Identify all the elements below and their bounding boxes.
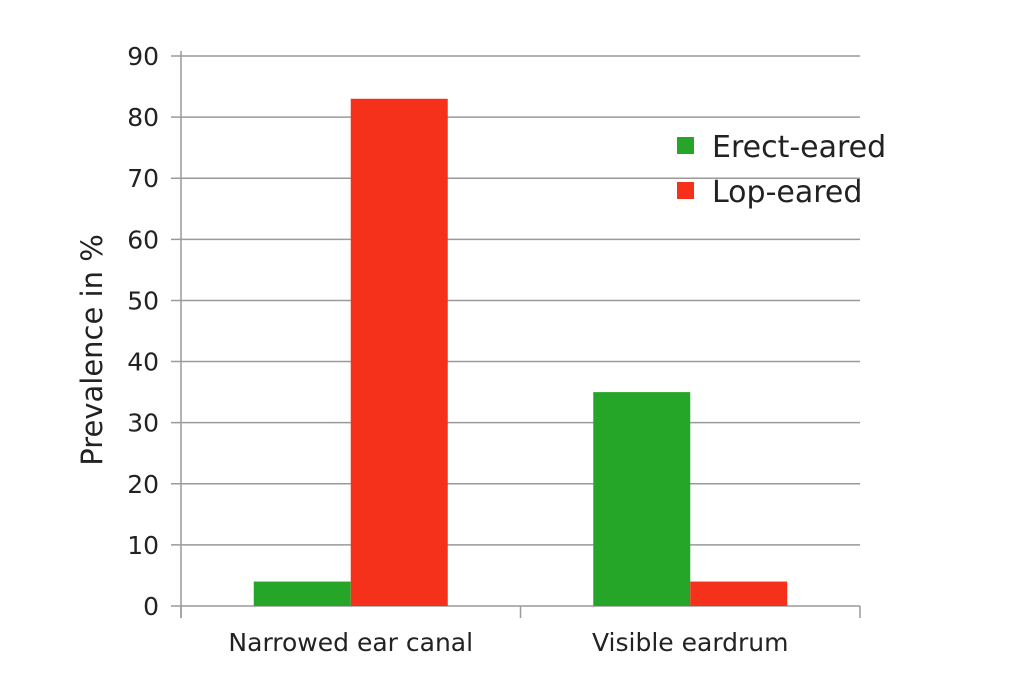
x-tick-labels: Narrowed ear canal Visible eardrum: [228, 628, 788, 657]
bar-lop-eared-1: [690, 581, 788, 606]
legend-swatch: [677, 137, 694, 154]
y-axis-label: Prevalence in %: [75, 234, 109, 466]
bar-lop-eared-0: [350, 98, 448, 607]
y-tick-label: 20: [127, 470, 159, 499]
x-tick-label: Visible eardrum: [592, 628, 789, 657]
y-tick-label: 70: [127, 164, 159, 193]
bars: [253, 98, 788, 607]
legend-label: Lop-eared: [712, 175, 862, 210]
gridlines: [171, 55, 860, 607]
y-tick-label: 80: [127, 103, 159, 132]
bar-erect-eared-1: [593, 392, 691, 606]
y-tick-label: 30: [127, 409, 159, 438]
y-tick-label: 50: [127, 286, 159, 315]
y-tick-label: 40: [127, 348, 159, 377]
y-tick-label: 90: [127, 42, 159, 71]
y-tick-label: 10: [127, 531, 159, 560]
y-tick-labels: 0 10 20 30 40 50 60 70 80 90: [127, 42, 159, 621]
x-tick-label: Narrowed ear canal: [228, 628, 473, 657]
legend-swatch: [677, 182, 694, 199]
y-tick-label: 0: [143, 592, 159, 621]
axes: [180, 51, 861, 618]
legend: Erect-eared Lop-eared: [677, 130, 886, 210]
bar-erect-eared-0: [253, 581, 351, 606]
y-tick-label: 60: [127, 225, 159, 254]
legend-label: Erect-eared: [712, 130, 886, 165]
